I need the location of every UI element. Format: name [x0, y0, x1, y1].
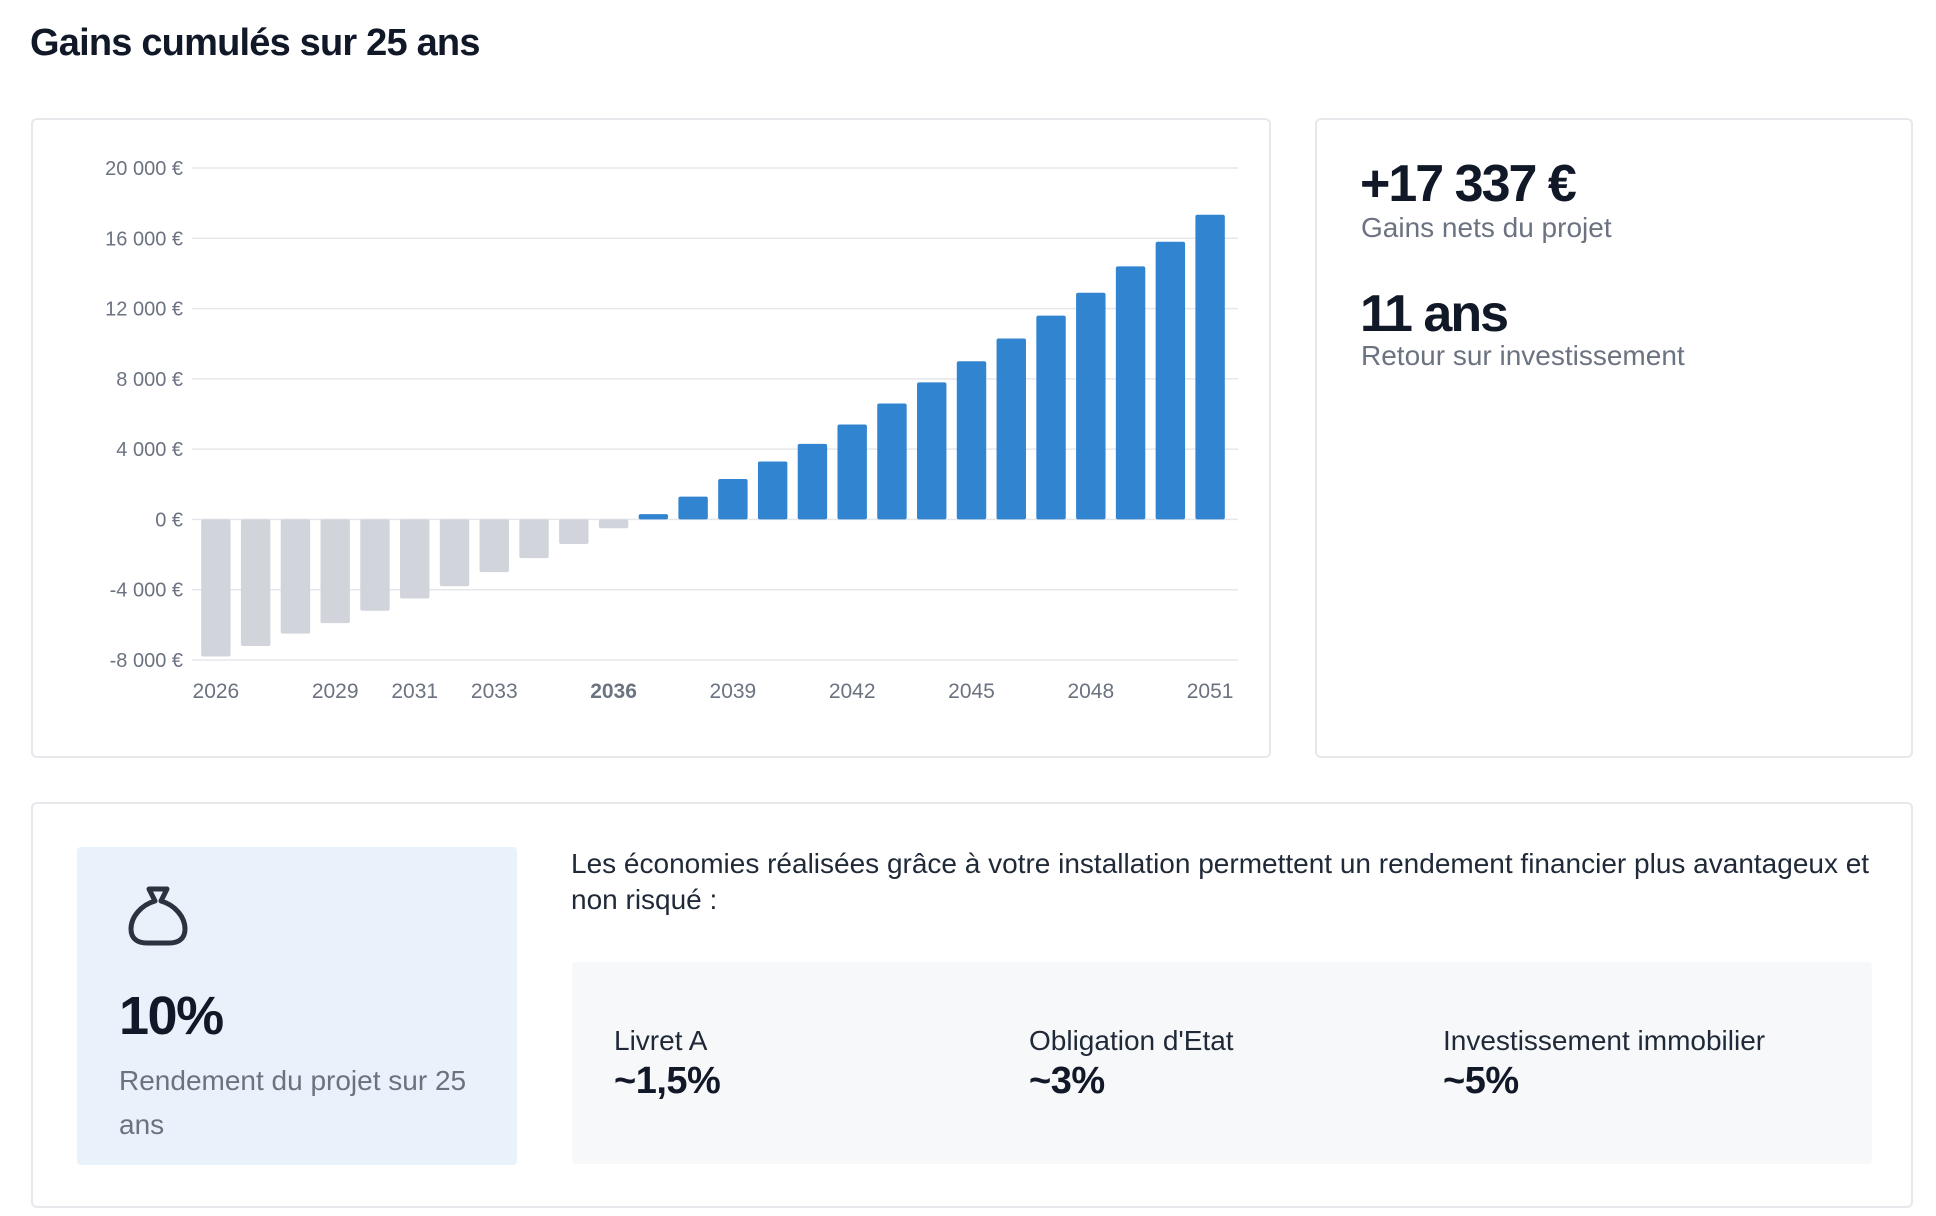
bar-2039[interactable]: [718, 479, 748, 520]
comparison-intro-text: Les économies réalisées grâce à votre in…: [571, 848, 1870, 915]
y-tick-label: -4 000 €: [110, 580, 183, 602]
bar-2045[interactable]: [956, 361, 987, 520]
comparison-item-state-bond: Obligation d'Etat ~3%: [1029, 1024, 1234, 1104]
project-yield-label: Rendement du projet sur 25 ans: [119, 1065, 467, 1140]
bar-2029[interactable]: [320, 519, 350, 624]
bar-2033[interactable]: [479, 519, 509, 573]
comparison-value: ~1,5%: [614, 1060, 721, 1102]
y-tick-label: 8 000 €: [116, 369, 183, 391]
bar-2049[interactable]: [1115, 266, 1146, 520]
x-tick-label: 2026: [193, 680, 240, 703]
bar-2041[interactable]: [797, 443, 828, 520]
bar-2030[interactable]: [360, 519, 390, 611]
bar-2026[interactable]: [201, 519, 231, 657]
comparison-value: ~3%: [1029, 1060, 1105, 1102]
bar-2051[interactable]: [1195, 214, 1225, 520]
bar-2047[interactable]: [1036, 315, 1066, 520]
y-tick-label: -8 000 €: [110, 650, 183, 672]
comparison-value: ~5%: [1443, 1060, 1519, 1102]
comparison-name: Livret A: [614, 1025, 708, 1056]
x-tick-label: 2029: [312, 680, 359, 703]
bar-2028[interactable]: [280, 519, 311, 634]
x-tick-label: 2048: [1067, 680, 1114, 703]
net-gain-value: +17 337 €: [1360, 155, 1577, 213]
y-tick-label: 0 €: [155, 509, 183, 531]
y-tick-label: 4 000 €: [116, 439, 183, 461]
bar-2038[interactable]: [678, 496, 708, 520]
bar-2036[interactable]: [598, 519, 629, 529]
bar-2040[interactable]: [757, 461, 788, 520]
y-tick-label: 20 000 €: [105, 158, 183, 180]
x-tick-label: 2033: [471, 680, 518, 703]
roi-value: 11 ans: [1360, 285, 1509, 343]
cumulative-gains-chart: 20 000 € 16 000 € 12 000 € 8 000 € 4 000 € 0 …: [105, 158, 1238, 703]
x-tick-label: 2036: [590, 680, 637, 703]
bar-2042[interactable]: [837, 424, 867, 520]
comparison-name: Investissement immobilier: [1443, 1025, 1766, 1056]
x-tick-label: 2051: [1187, 680, 1234, 703]
project-yield-box: 10% Rendement du projet sur 25 ans: [77, 847, 517, 1165]
bar-2048[interactable]: [1076, 292, 1106, 520]
bar-2043[interactable]: [877, 403, 907, 520]
y-tick-label: 12 000 €: [105, 299, 183, 321]
comparison-box: Livret A ~1,5% Obligation d'Etat ~3% Inv…: [572, 962, 1872, 1164]
comparison-name: Obligation d'Etat: [1029, 1025, 1234, 1056]
x-tick-label: 2042: [829, 680, 876, 703]
comparison-item-livret-a: Livret A ~1,5%: [614, 1024, 721, 1104]
project-yield-value: 10%: [119, 986, 224, 1046]
y-tick-label: 16 000 €: [105, 228, 183, 250]
bar-2035[interactable]: [559, 519, 589, 545]
bar-2031[interactable]: [400, 519, 430, 599]
bar-2027[interactable]: [240, 519, 271, 646]
bar-2032[interactable]: [439, 519, 470, 587]
chart-card: 20 000 € 16 000 € 12 000 € 8 000 € 4 000 € 0 …: [31, 118, 1271, 758]
stats-card: +17 337 € Gains nets du projet 11 ans Re…: [1315, 118, 1913, 758]
money-bag-icon: [125, 881, 191, 952]
roi-label: Retour sur investissement: [1361, 340, 1685, 371]
net-gain-label: Gains nets du projet: [1361, 212, 1612, 243]
bar-2044[interactable]: [917, 382, 947, 520]
yield-comparison-card: 10% Rendement du projet sur 25 ans Les é…: [31, 802, 1913, 1208]
x-tick-label: 2039: [710, 680, 757, 703]
page-title: Gains cumulés sur 25 ans: [30, 22, 480, 64]
bar-2034[interactable]: [519, 519, 549, 559]
bar-2050[interactable]: [1155, 241, 1186, 520]
bar-2046[interactable]: [996, 338, 1026, 520]
comparison-item-real-estate: Investissement immobilier ~5%: [1443, 1024, 1765, 1104]
x-tick-label: 2045: [948, 680, 995, 703]
bar-2037[interactable]: [638, 514, 669, 520]
x-tick-label: 2031: [391, 680, 438, 703]
